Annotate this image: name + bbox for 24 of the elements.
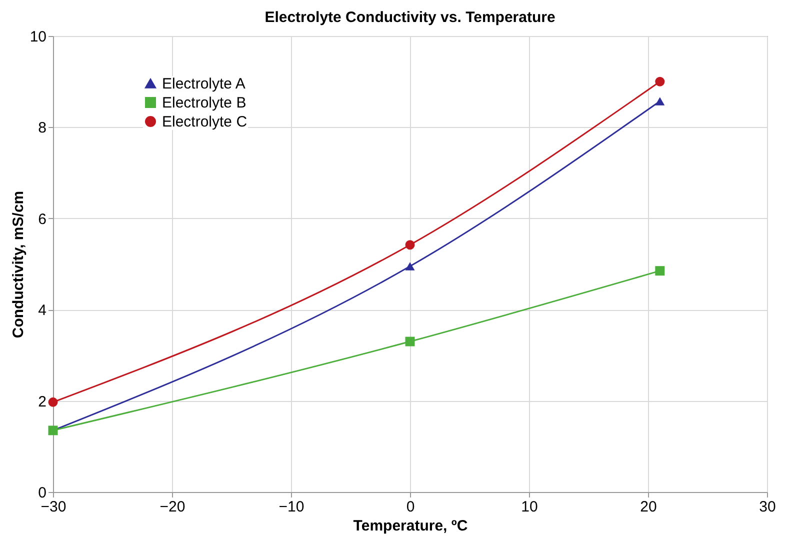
y-tick-label: 6: [38, 210, 46, 228]
chart-title: Electrolyte Conductivity vs. Temperature: [264, 9, 556, 26]
legend-label: Electrolyte A: [162, 76, 246, 92]
y-tick-label: 2: [38, 393, 46, 410]
point: [48, 397, 58, 407]
y-tick-label: 0: [38, 484, 46, 502]
y-axis-title: Conductivity, mS/cm: [10, 190, 27, 338]
point: [405, 240, 415, 250]
x-tick-label: −30: [40, 498, 66, 516]
x-tick-label: 20: [640, 498, 657, 516]
point: [405, 336, 415, 346]
legend-label: Electrolyte B: [162, 94, 246, 112]
point: [655, 266, 665, 276]
point: [655, 76, 665, 86]
x-tick-label: −20: [160, 498, 186, 516]
y-tick-label: 8: [38, 120, 46, 137]
x-tick-label: 0: [406, 498, 415, 516]
y-tick-label: 4: [38, 302, 46, 320]
y-tick-label: 10: [30, 28, 46, 46]
x-tick-label: 30: [759, 498, 776, 516]
x-axis-title: Temperature, ºC: [353, 518, 468, 534]
x-tick-label: −10: [278, 498, 304, 516]
legend-label: Electrolyte C: [162, 114, 248, 130]
x-tick-label: 10: [521, 498, 538, 516]
